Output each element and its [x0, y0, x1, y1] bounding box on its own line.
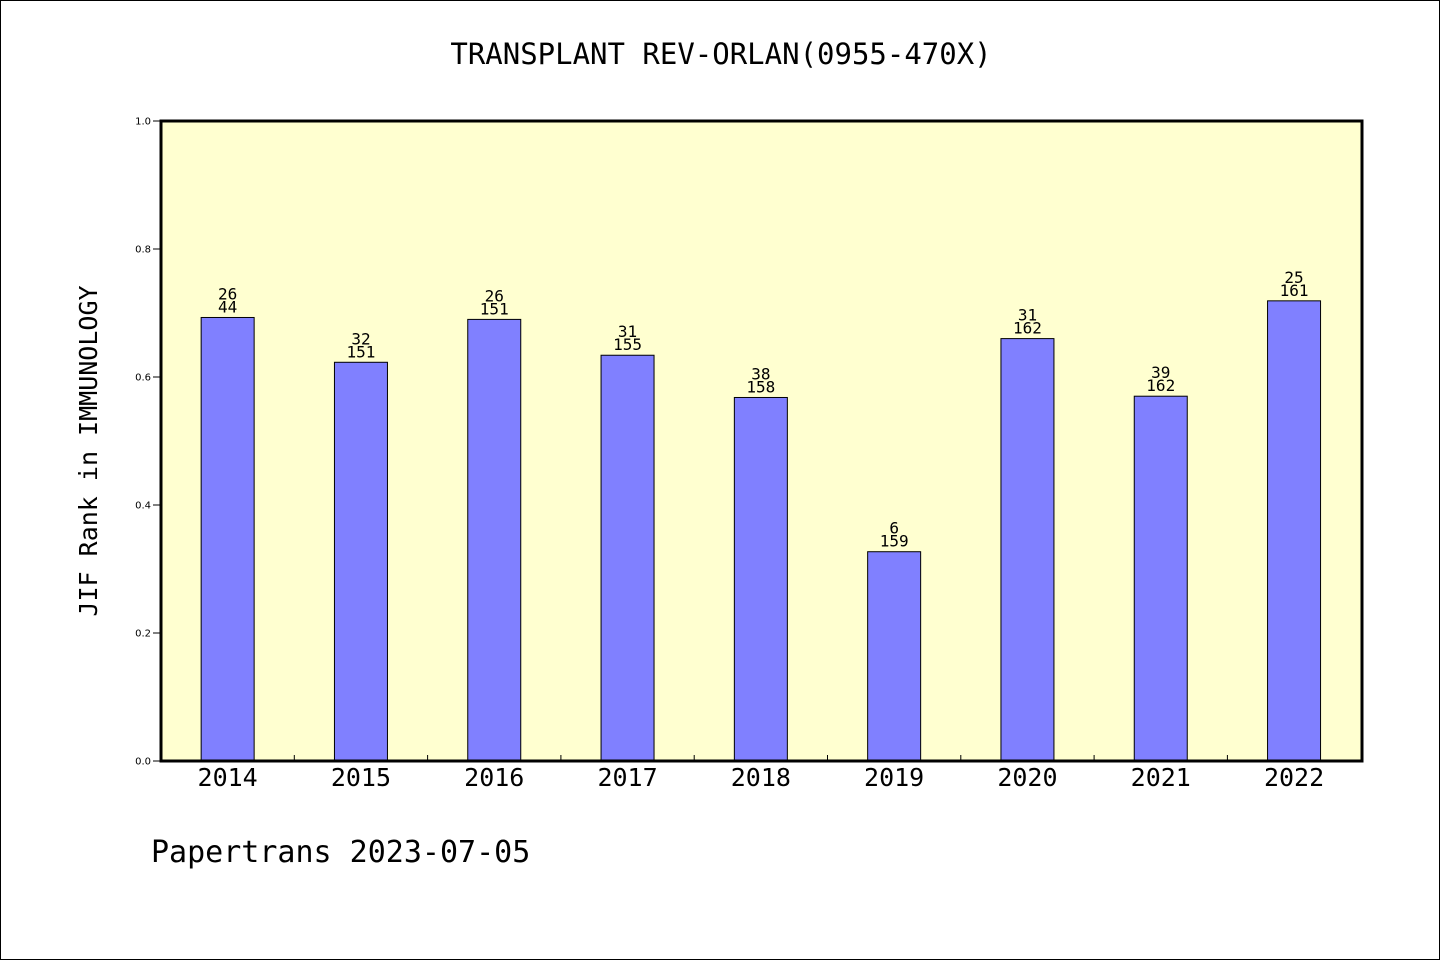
- bar-label-bottom-2021: 162: [1146, 376, 1175, 395]
- bar-2022: [1267, 300, 1322, 762]
- x-tick-label-2021: 2021: [1131, 763, 1191, 792]
- bar-label-top-2016: 26: [485, 286, 504, 305]
- chart-title: TRANSPLANT REV-ORLAN(0955-470X): [450, 37, 992, 71]
- x-tick-label-2019: 2019: [864, 763, 924, 792]
- x-tick-label-2017: 2017: [597, 763, 657, 792]
- y-tick-label: 1.0: [135, 117, 151, 128]
- x-tick-label-2022: 2022: [1264, 763, 1324, 792]
- y-tick-label: 0.8: [135, 245, 151, 256]
- x-tick-label-2016: 2016: [464, 763, 524, 792]
- bar-label-bottom-2020: 162: [1013, 319, 1042, 338]
- footer-credit: Papertrans 2023-07-05: [151, 835, 531, 870]
- bar-label-top-2018: 38: [751, 364, 770, 383]
- bar-label-top-2014: 26: [218, 284, 237, 303]
- bar-2016: [467, 318, 522, 762]
- x-tick-label-2014: 2014: [198, 763, 258, 792]
- x-tick-label-2018: 2018: [731, 763, 791, 792]
- bar-label-bottom-2019: 159: [880, 532, 909, 551]
- bar-label-bottom-2014: 44: [218, 297, 237, 316]
- bar-2014: [200, 316, 255, 762]
- bar-label-bottom-2017: 155: [613, 335, 642, 354]
- bar-label-bottom-2022: 161: [1280, 281, 1309, 300]
- bar-label-top-2017: 31: [618, 322, 637, 341]
- y-axis-label: JIF Rank in IMMUNOLOGY: [74, 285, 103, 616]
- bar-label-top-2019: 6: [889, 519, 899, 538]
- bar-2020: [1000, 338, 1055, 762]
- x-tick-label-2015: 2015: [331, 763, 391, 792]
- bar-label-bottom-2015: 151: [346, 342, 375, 361]
- bar-label-top-2020: 31: [1018, 306, 1037, 325]
- bar-2019: [867, 551, 922, 762]
- bar-2018: [733, 396, 788, 762]
- bar-label-top-2022: 25: [1284, 268, 1303, 287]
- bar-label-top-2015: 32: [351, 329, 370, 348]
- bar-2015: [333, 361, 388, 762]
- x-tick-label-2020: 2020: [997, 763, 1057, 792]
- y-tick-label: 0.6: [135, 373, 151, 384]
- y-tick-label: 0.2: [135, 629, 151, 640]
- y-tick-label: 0.4: [135, 501, 151, 512]
- bar-label-bottom-2018: 158: [746, 377, 775, 396]
- bar-label-bottom-2016: 151: [480, 299, 509, 318]
- bar-2021: [1133, 395, 1188, 762]
- y-tick-label: 0.0: [135, 757, 151, 768]
- bar-label-top-2021: 39: [1151, 363, 1170, 382]
- bar-2017: [600, 354, 655, 762]
- plot-border: [159, 119, 1364, 763]
